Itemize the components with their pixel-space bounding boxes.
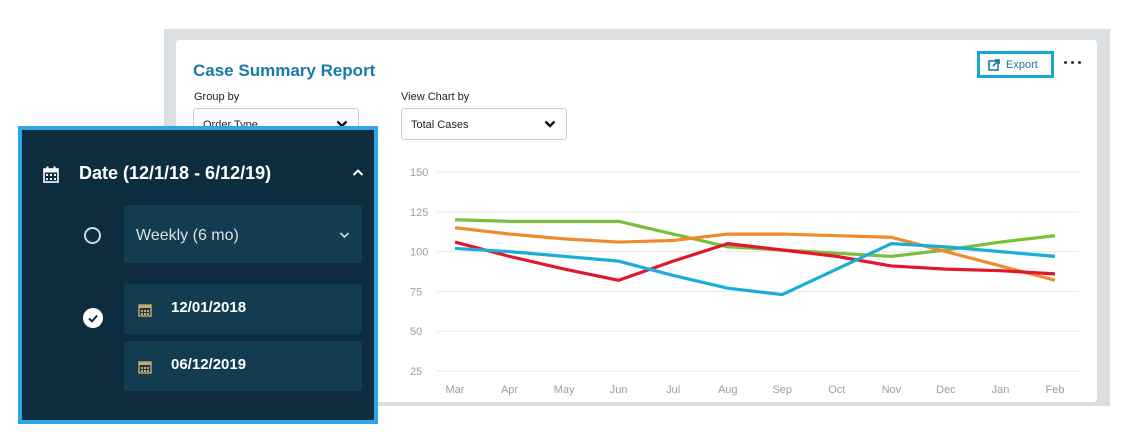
x-tick-label: May [554, 384, 575, 396]
calendar-icon [138, 304, 152, 317]
start-date-value: 12/01/2018 [171, 299, 247, 316]
more-options-icon[interactable] [1062, 54, 1084, 70]
x-tick-label: Jul [666, 384, 680, 396]
x-tick-label: Dec [936, 384, 956, 396]
date-filter-header: Date (12/1/18 - 6/12/19) [79, 163, 272, 183]
y-tick-label: 75 [410, 286, 422, 298]
y-tick-label: 125 [410, 207, 428, 219]
export-icon [988, 59, 1000, 71]
x-tick-label: Mar [446, 384, 465, 396]
x-tick-label: Nov [882, 384, 902, 396]
weekly-option-label: Weekly (6 mo) [136, 227, 239, 244]
series-line [454, 240, 1056, 282]
x-tick-label: Aug [718, 384, 738, 396]
start-date-field[interactable]: 12/01/2018 [124, 284, 362, 334]
y-tick-label: 50 [410, 326, 422, 338]
x-tick-label: Jun [610, 384, 628, 396]
view-chart-by-select[interactable]: Total Cases [401, 108, 567, 140]
chevron-down-icon [544, 120, 556, 128]
end-date-field[interactable]: 06/12/2019 [124, 341, 362, 391]
x-tick-label: Feb [1046, 384, 1065, 396]
y-tick-label: 100 [410, 247, 428, 259]
chevron-up-icon[interactable] [352, 168, 364, 177]
report-title: Case Summary Report [193, 61, 376, 80]
x-tick-label: Jan [992, 384, 1010, 396]
calendar-icon [43, 166, 59, 183]
chevron-down-icon [339, 232, 350, 239]
end-date-value: 06/12/2019 [171, 356, 247, 373]
x-tick-label: Sep [772, 384, 792, 396]
view-chart-by-value: Total Cases [411, 119, 469, 131]
x-tick-label: Apr [501, 384, 518, 396]
date-filter-panel: Date (12/1/18 - 6/12/19) Weekly (6 mo) 1… [18, 126, 378, 424]
line-chart: 150 125 100 75 50 25 Mar Apr May Jun Jul Aug Sep Oct N… [410, 167, 1079, 396]
export-label: Export [1006, 59, 1038, 71]
check-icon [88, 314, 98, 323]
y-tick-label: 150 [410, 167, 428, 179]
export-button[interactable]: Export [977, 51, 1054, 78]
x-tick-label: Oct [828, 384, 845, 396]
view-chart-by-label: View Chart by [401, 91, 470, 103]
series-line [454, 226, 1056, 282]
series-line [454, 242, 1056, 297]
group-by-label: Group by [194, 91, 240, 103]
weekly-radio[interactable] [84, 227, 101, 244]
y-tick-label: 25 [410, 366, 422, 378]
calendar-icon [138, 361, 152, 374]
custom-range-radio-checked[interactable] [83, 308, 103, 328]
weekly-select[interactable]: Weekly (6 mo) [124, 205, 362, 263]
